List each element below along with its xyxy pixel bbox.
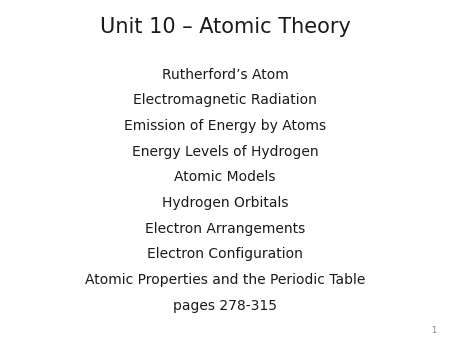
Text: Electromagnetic Radiation: Electromagnetic Radiation bbox=[133, 93, 317, 107]
Text: Rutherford’s Atom: Rutherford’s Atom bbox=[162, 68, 288, 81]
Text: Atomic Properties and the Periodic Table: Atomic Properties and the Periodic Table bbox=[85, 273, 365, 287]
Text: Electron Arrangements: Electron Arrangements bbox=[145, 222, 305, 236]
Text: Electron Configuration: Electron Configuration bbox=[147, 247, 303, 261]
Text: Emission of Energy by Atoms: Emission of Energy by Atoms bbox=[124, 119, 326, 133]
Text: Hydrogen Orbitals: Hydrogen Orbitals bbox=[162, 196, 288, 210]
Text: 1: 1 bbox=[431, 325, 436, 335]
Text: Energy Levels of Hydrogen: Energy Levels of Hydrogen bbox=[132, 145, 318, 159]
Text: pages 278-315: pages 278-315 bbox=[173, 299, 277, 313]
Text: Atomic Models: Atomic Models bbox=[174, 170, 276, 184]
Text: Unit 10 – Atomic Theory: Unit 10 – Atomic Theory bbox=[99, 17, 351, 37]
